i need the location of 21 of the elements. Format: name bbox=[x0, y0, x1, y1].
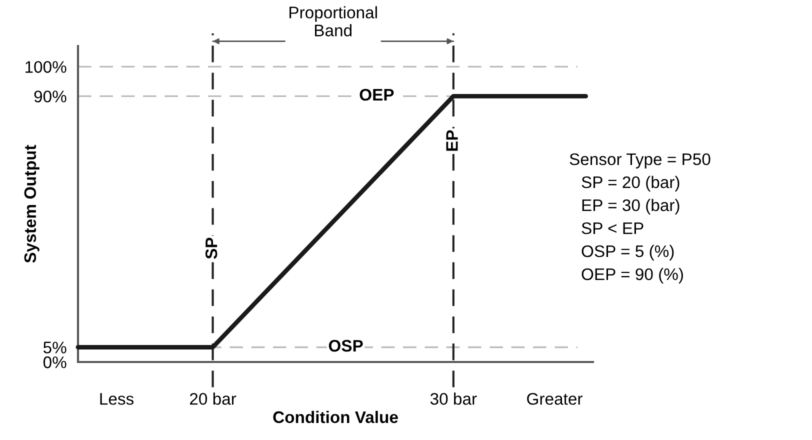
annotation: SP = 20 (bar) bbox=[582, 176, 680, 192]
ref-line-label: EP bbox=[446, 130, 458, 151]
annotation: SP < EP bbox=[582, 222, 644, 234]
ref-line-label: OEP bbox=[360, 88, 394, 101]
x-tick-label: Greater bbox=[527, 392, 582, 405]
x-tick-label: Less bbox=[100, 393, 134, 405]
text: Proportional Band bbox=[290, 6, 377, 36]
y-tick-label: 100% bbox=[26, 61, 66, 73]
annotation: Sensor Type = P50 bbox=[570, 153, 710, 168]
x-axis-title: Condition Value bbox=[273, 410, 398, 424]
ref-line-label: OSP bbox=[328, 340, 363, 352]
ref-line-label: SP bbox=[205, 238, 218, 259]
annotation: OSP = 5 (%) bbox=[582, 244, 674, 260]
annotation: OEP = 90 (%) bbox=[582, 268, 683, 284]
y-tick-label: 90% bbox=[34, 90, 66, 102]
y-tick-label: 5% bbox=[43, 342, 66, 354]
x-tick-label: 30 bar bbox=[430, 392, 477, 405]
annotation: EP = 30 (bar) bbox=[582, 198, 680, 214]
x-tick-label: 20 bar bbox=[190, 392, 236, 405]
y-tick-label: 0% bbox=[43, 356, 66, 368]
y-axis-title: System Output bbox=[24, 144, 40, 263]
